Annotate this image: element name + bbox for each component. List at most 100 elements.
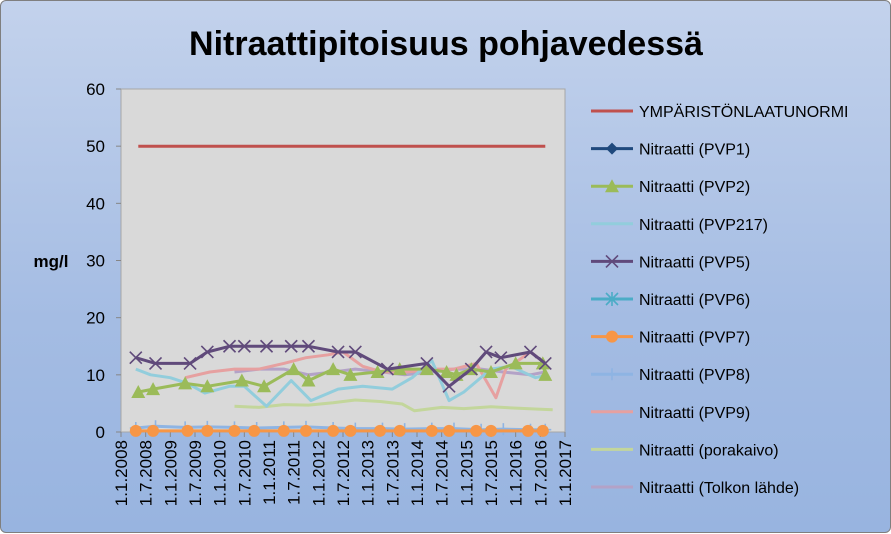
data-point — [248, 424, 261, 437]
x-tick-label: 1.7.2009 — [186, 440, 205, 506]
data-point — [443, 424, 456, 437]
data-point — [147, 424, 160, 437]
x-tick-label: 1.1.2017 — [556, 440, 575, 506]
data-point — [237, 339, 251, 353]
axes: 0 10 20 30 40 50 60 1.1.2008 1.7.2008 1.1.2009 1.7… — [86, 80, 575, 506]
data-point — [326, 362, 341, 376]
x-tick-label: 1.1.2015 — [457, 440, 476, 506]
x-tick-label: 1.7.2016 — [531, 440, 550, 506]
x-tick-label: 1.1.2012 — [309, 440, 328, 506]
legend-label: Nitraatti (PVP6) — [639, 292, 750, 309]
x-tick-label: 1.7.2010 — [235, 440, 254, 506]
data-point — [522, 424, 534, 437]
legend-label: Nitraatti (PVP1) — [639, 142, 750, 159]
legend-item: Nitraatti (porakaivo) — [591, 442, 779, 459]
data-point — [181, 424, 194, 437]
data-point — [439, 364, 454, 378]
data-point — [538, 367, 553, 381]
data-point — [479, 345, 493, 359]
data-point — [129, 351, 143, 365]
data-point — [200, 345, 214, 359]
x-tick-label: 1.7.2008 — [137, 440, 156, 506]
y-tick-label: 60 — [86, 80, 105, 99]
legend-item: Nitraatti (PVP2) — [591, 179, 750, 196]
data-point — [393, 424, 406, 437]
x-tick-label: 1.7.2012 — [334, 440, 353, 506]
y-tick-label: 20 — [86, 309, 105, 328]
data-point — [508, 356, 523, 370]
data-point — [178, 376, 193, 390]
data-point — [183, 356, 197, 370]
data-point — [257, 379, 272, 393]
x-tick-label: 1.7.2011 — [285, 440, 304, 505]
data-point — [259, 339, 274, 353]
series-nitraatti-pvp2 — [131, 356, 553, 398]
series-nitraatti-pvp5 — [129, 339, 552, 393]
legend-item: Nitraatti (PVP6) — [591, 292, 750, 309]
x-tick-label: 1.1.2008 — [112, 440, 131, 506]
legend-item: Nitraatti (PVP5) — [591, 254, 750, 271]
legend-item: Nitraatti (PVP9) — [591, 405, 750, 422]
legend-item: Nitraatti (PVP7) — [591, 330, 750, 347]
series-line — [234, 398, 553, 413]
x-tick-label: 1.1.2011 — [260, 440, 279, 505]
y-tick-label: 40 — [86, 194, 105, 213]
legend-label: Nitraatti (PVP5) — [639, 254, 750, 271]
legend-marker — [606, 368, 618, 381]
legend-label: Nitraatti (porakaivo) — [639, 442, 779, 459]
legend-marker — [606, 330, 618, 343]
legend-item: Nitraatti (PVP217) — [591, 217, 768, 234]
series-nitraatti-porakaivo — [234, 398, 553, 413]
data-point — [497, 423, 510, 436]
data-point — [301, 373, 316, 387]
data-point — [344, 424, 357, 437]
data-point — [380, 362, 394, 376]
x-tick-label: 1.7.2014 — [433, 440, 452, 506]
data-point — [348, 345, 362, 359]
y-axis-label: mg/l — [34, 252, 69, 271]
legend-label: Nitraatti (PVP7) — [639, 330, 750, 347]
data-point — [129, 424, 142, 437]
data-point — [536, 424, 549, 437]
data-point — [234, 373, 249, 387]
legend-label: Nitraatti (PVP217) — [639, 217, 768, 234]
y-tick-label: 0 — [96, 423, 105, 442]
data-point — [148, 356, 163, 370]
series-nitraatti-pvp217 — [135, 359, 549, 408]
legend-label: Nitraatti (PVP8) — [639, 367, 750, 384]
y-tick-label: 30 — [86, 252, 105, 271]
series-line — [135, 359, 549, 408]
x-tick-label: 1.1.2016 — [507, 440, 526, 506]
x-tick-label: 1.1.2009 — [161, 440, 180, 506]
legend-marker — [605, 254, 619, 268]
legend-marker — [606, 142, 618, 155]
legend-label: Nitraatti (PVP9) — [639, 405, 750, 422]
y-tick-label: 10 — [86, 366, 105, 385]
legend: YMPÄRISTÖNLAATUNORMI Nitraatti (PVP1) Nitr… — [591, 103, 849, 497]
x-tick-label: 1.1.2010 — [211, 440, 230, 506]
data-point — [419, 362, 434, 376]
series-lines — [129, 144, 553, 437]
data-point — [343, 367, 358, 381]
data-point — [228, 424, 241, 437]
legend-label: Nitraatti (Tolkon lähde) — [639, 480, 799, 497]
data-point — [374, 424, 386, 437]
data-point — [284, 339, 298, 353]
data-point — [425, 424, 438, 437]
legend-label: YMPÄRISTÖNLAATUNORMI — [639, 103, 849, 121]
data-point — [464, 362, 478, 376]
plot-area — [120, 88, 566, 433]
data-point — [201, 424, 214, 437]
legend-item: Nitraatti (Tolkon lähde) — [591, 480, 799, 497]
data-point — [200, 379, 215, 393]
legend-marker — [605, 292, 619, 306]
data-point — [442, 379, 456, 393]
legend-item: Nitraatti (PVP8) — [591, 367, 750, 384]
x-tick-label: 1.7.2013 — [383, 440, 402, 506]
x-tick-label: 1.1.2013 — [359, 440, 378, 506]
legend-label: Nitraatti (PVP2) — [639, 179, 750, 196]
legend-item: Nitraatti (PVP1) — [591, 142, 750, 159]
x-tick-label: 1.1.2014 — [408, 440, 427, 506]
